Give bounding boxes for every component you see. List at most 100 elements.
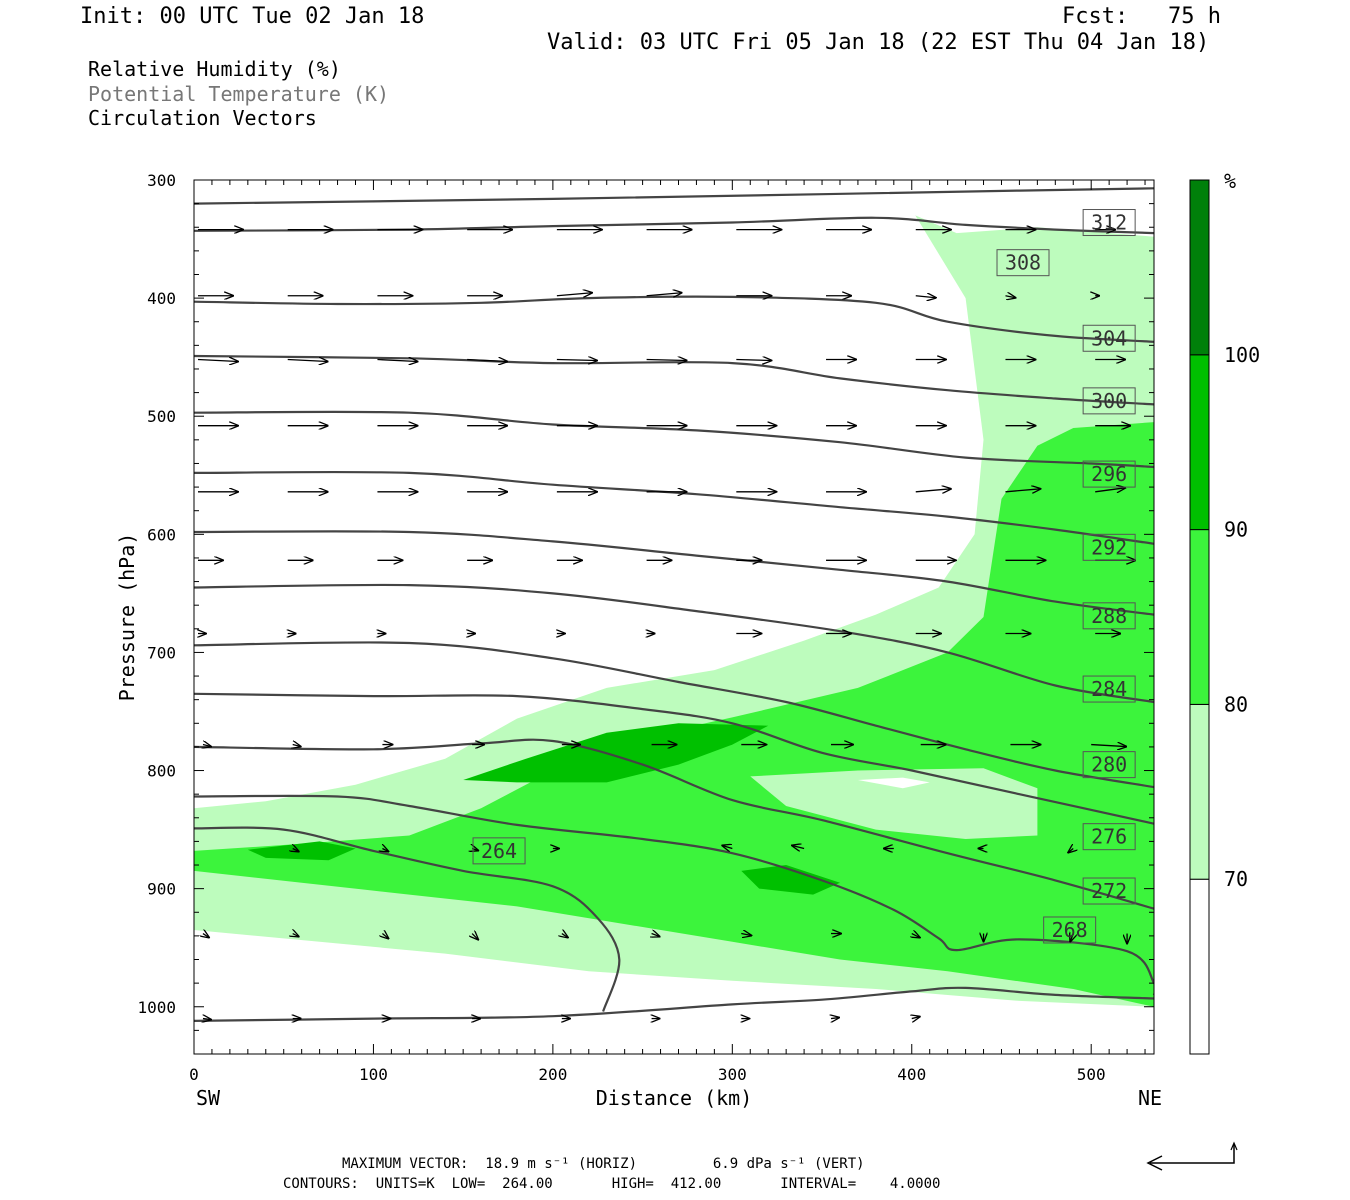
svg-text:280: 280 [1091,753,1127,777]
theta-label-268: 268 [1043,916,1097,944]
x-right-end-label: NE [1138,1086,1162,1110]
theta-label-276: 276 [1082,823,1136,851]
theta-label-312: 312 [1082,209,1136,237]
theta-contour-280 [194,641,1154,789]
circulation-vector [377,360,417,362]
colorbar-segment [1189,878,1210,1055]
circulation-vector [467,360,507,362]
colorbar-level-label: 90 [1224,518,1248,542]
theta-label-264: 264 [472,837,526,865]
circulation-vector [287,360,328,362]
svg-text:268: 268 [1052,918,1088,942]
x-tick-label: 400 [897,1065,926,1084]
colorbar-segment [1189,703,1210,880]
circulation-vector [831,1018,839,1019]
circulation-vector [556,360,597,361]
theta-label-300: 300 [1082,387,1136,415]
circulation-vector [293,934,299,937]
rh-hole-70 [857,777,930,789]
circulation-vector [562,934,568,938]
circulation-vector [382,934,388,939]
circulation-vector [556,293,592,296]
forecast-hour: Fcst: 75 h [1062,4,1221,29]
x-tick-label: 300 [718,1065,747,1084]
x-axis-label: Distance (km) [596,1086,753,1110]
theta-contour-296 [194,410,1154,469]
circulation-vector [293,848,299,851]
valid-time: Valid: 03 UTC Fri 05 Jan 18 (22 EST Thu … [547,30,1210,55]
theta-contour-304 [194,295,1154,343]
circulation-vector [1070,934,1073,942]
colorbar-level-label: 80 [1224,692,1248,716]
theta-label-280: 280 [1082,751,1136,779]
y-tick-label: 400 [147,289,176,308]
contours-text: CONTOURS: UNITS=K LOW= 264.00 HIGH= 412.… [283,1176,941,1192]
svg-text:272: 272 [1091,879,1127,903]
init-time: Init: 00 UTC Tue 02 Jan 18 [80,4,425,29]
y-tick-label: 300 [147,171,176,190]
circulation-vector [203,934,209,938]
theta-label-284: 284 [1082,675,1136,703]
y-tick-label: 500 [147,407,176,426]
theta-label-272: 272 [1082,877,1136,905]
circulation-vector [382,848,388,851]
svg-text:300: 300 [1091,389,1127,413]
svg-text:288: 288 [1091,604,1127,628]
theta-contour-284 [194,583,1154,704]
legend-circulation-vectors: Circulation Vectors [88,106,317,130]
theta-contour-312 [194,187,1154,205]
circulation-vectors [198,230,1135,1020]
theta-label-296: 296 [1082,460,1136,488]
circulation-vector [912,1017,920,1019]
x-left-end-label: SW [196,1086,221,1110]
rh-hole-70 [750,768,1038,839]
theta-label-308: 308 [996,249,1050,277]
circulation-vector [915,296,936,298]
svg-text:312: 312 [1091,211,1127,235]
rh-region-90 [247,841,356,861]
circulation-vector [652,934,660,937]
rh-region-80 [194,422,1154,1007]
circulation-vector [1005,296,1015,298]
colorbar: 70 80 90 100 [1189,179,1260,1055]
x-tick-label: 200 [538,1065,567,1084]
circulation-vector [472,934,478,940]
x-tick-label: 500 [1077,1065,1106,1084]
theta-label-288: 288 [1082,602,1136,630]
circulation-vector [1091,745,1126,747]
svg-text:292: 292 [1091,535,1127,559]
circulation-vector [915,489,951,492]
circulation-vector [646,293,682,296]
svg-text:308: 308 [1005,251,1041,275]
y-tick-label: 600 [147,525,176,544]
svg-text:284: 284 [1091,677,1127,701]
theta-contour-276 [194,692,1154,825]
y-tick-label: 900 [147,880,176,899]
max-vector-text: MAXIMUM VECTOR: 18.9 m s⁻¹ (HORIZ) 6.9 d… [342,1156,865,1172]
circulation-vector [1068,848,1073,852]
theta-contour-292 [194,470,1154,545]
legend-relative-humidity: Relative Humidity (%) [88,57,341,81]
colorbar-segment [1189,354,1210,531]
y-tick-label: 700 [147,643,176,662]
circulation-vector [293,745,301,747]
theta-contour-272 [194,738,1154,910]
circulation-vector [912,934,920,938]
circulation-vector [722,845,733,848]
legend-potential-temperature: Potential Temperature (K) [88,82,390,106]
x-tick-label: 100 [359,1065,388,1084]
plot-frame [193,179,1155,1055]
circulation-vector [736,360,771,361]
colorbar-segment [1189,529,1210,705]
rh-region-90 [741,865,840,895]
circulation-vector [203,1019,211,1020]
y-axis-label: Pressure (hPa) [115,533,139,702]
theta-contour-288 [194,530,1154,616]
colorbar-level-label: 100 [1224,343,1260,367]
colorbar-segment [1189,179,1210,356]
theta-label-292: 292 [1082,533,1136,561]
rh-region-90 [463,723,769,783]
axes: 300 400 500 600 700 800 900 1000 0 100 200 300 400 50… [137,171,1154,1084]
